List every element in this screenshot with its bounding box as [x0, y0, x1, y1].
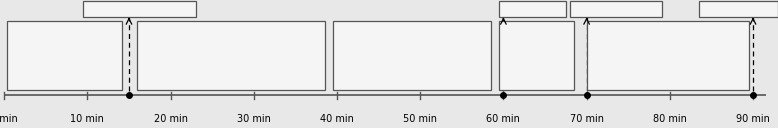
- Bar: [499, 1, 566, 17]
- Text: 90 min: 90 min: [736, 114, 770, 124]
- Text: Participant familiarization with
tDCS: Participant familiarization with tDCS: [156, 45, 306, 67]
- Bar: [699, 1, 778, 17]
- Text: Mood self-
report:
POMS + VAS: Mood self- report: POMS + VAS: [34, 38, 95, 73]
- Text: 80 min: 80 min: [653, 114, 687, 124]
- Text: Administration of
trait
questionnaires: Administration of trait questionnaires: [626, 38, 710, 73]
- Bar: [83, 1, 195, 17]
- Text: 40 min: 40 min: [320, 114, 354, 124]
- Bar: [137, 21, 324, 90]
- Bar: [333, 21, 491, 90]
- Text: 0 min: 0 min: [0, 114, 18, 124]
- Bar: [587, 21, 749, 90]
- Text: 50 min: 50 min: [403, 114, 437, 124]
- Text: 30 min: 30 min: [237, 114, 271, 124]
- Text: 70 min: 70 min: [569, 114, 604, 124]
- Text: 60 min: 60 min: [486, 114, 520, 124]
- Text: Cortisol t+30: Cortisol t+30: [704, 4, 773, 14]
- Bar: [7, 21, 122, 90]
- Bar: [570, 1, 661, 17]
- Bar: [499, 21, 574, 90]
- Text: Saccadic Adaptation task
conducted under online
tDCS: Saccadic Adaptation task conducted under…: [350, 38, 474, 73]
- Text: 10 min: 10 min: [71, 114, 104, 124]
- Text: POMS +
VAS: POMS + VAS: [517, 45, 556, 67]
- Text: 20 min: 20 min: [153, 114, 187, 124]
- Text: Cortisol t+1: Cortisol t+1: [501, 4, 564, 14]
- Text: Cortisol t+10: Cortisol t+10: [581, 4, 650, 14]
- Text: Baseline cortisol: Baseline cortisol: [96, 4, 182, 14]
